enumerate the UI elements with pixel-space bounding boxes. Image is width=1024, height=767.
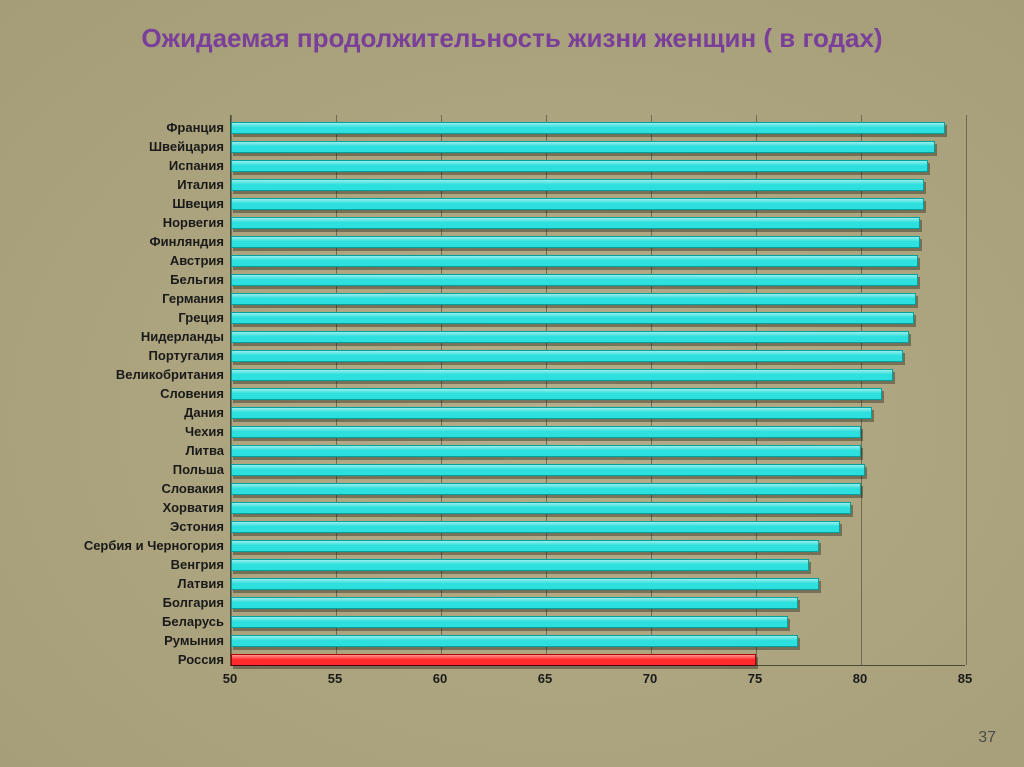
x-tick-label: 75 — [748, 671, 762, 686]
bar — [231, 502, 851, 514]
x-tick-label: 80 — [853, 671, 867, 686]
bar — [231, 597, 798, 609]
y-axis-label: Польша — [173, 462, 224, 477]
bar — [231, 350, 903, 362]
y-axis-label: Финляндия — [150, 234, 224, 249]
y-axis-label: Словакия — [161, 481, 224, 496]
y-axis-labels: Франция Швейцария Испания Италия Швеция Норве… — [60, 115, 230, 665]
x-tick-label: 55 — [328, 671, 342, 686]
bar — [231, 217, 920, 229]
bar — [231, 521, 840, 533]
y-axis-label: Дания — [184, 405, 224, 420]
y-axis-label: Беларусь — [162, 614, 224, 629]
bar — [231, 483, 861, 495]
bar — [231, 445, 861, 457]
y-axis-label: Бельгия — [170, 272, 224, 287]
bar — [231, 160, 928, 172]
x-axis-ticks: 5055606570758085 — [230, 667, 965, 695]
bar — [231, 236, 920, 248]
y-axis-label: Румыния — [164, 633, 224, 648]
y-axis-label: Германия — [162, 291, 224, 306]
x-tick-label: 60 — [433, 671, 447, 686]
bar — [231, 179, 924, 191]
bar — [231, 331, 909, 343]
y-axis-label: Норвегия — [163, 215, 224, 230]
bar-chart: Франция Швейцария Испания Италия Швеция Норве… — [60, 115, 965, 695]
bar — [231, 122, 945, 134]
bar — [231, 198, 924, 210]
y-axis-label: Литва — [185, 443, 224, 458]
y-axis-label: Россия — [178, 652, 224, 667]
bar — [231, 426, 861, 438]
bar — [231, 312, 914, 324]
bar — [231, 578, 819, 590]
slide-number: 37 — [978, 729, 996, 747]
x-tick-label: 70 — [643, 671, 657, 686]
x-tick-label: 65 — [538, 671, 552, 686]
bar — [231, 141, 935, 153]
y-axis-label: Нидерланды — [141, 329, 224, 344]
bar — [231, 255, 918, 267]
x-tick-label: 85 — [958, 671, 972, 686]
bar — [231, 559, 809, 571]
y-axis-label: Словения — [160, 386, 224, 401]
x-tick-label: 50 — [223, 671, 237, 686]
bar — [231, 635, 798, 647]
bar — [231, 407, 872, 419]
chart-title: Ожидаемая продолжительность жизни женщин… — [0, 22, 1024, 55]
y-axis-label: Эстония — [170, 519, 224, 534]
bar — [231, 274, 918, 286]
bar — [231, 616, 788, 628]
y-axis-label: Греция — [178, 310, 224, 325]
bar — [231, 540, 819, 552]
y-axis-label: Хорватия — [163, 500, 224, 515]
y-axis-label: Болгария — [163, 595, 224, 610]
y-axis-label: Швейцария — [149, 139, 224, 154]
x-axis-line — [230, 665, 965, 666]
bar — [231, 369, 893, 381]
y-axis-label: Австрия — [170, 253, 224, 268]
grid-line — [966, 115, 967, 665]
bar — [231, 388, 882, 400]
y-axis-label: Сербия и Черногория — [84, 538, 224, 553]
y-axis-label: Венгрия — [171, 557, 224, 572]
y-axis-label: Чехия — [185, 424, 224, 439]
bar — [231, 464, 865, 476]
plot-area — [230, 115, 966, 665]
y-axis-label: Франция — [166, 120, 224, 135]
y-axis-label: Швеция — [172, 196, 224, 211]
y-axis-label: Великобритания — [116, 367, 224, 382]
y-axis-label: Испания — [169, 158, 224, 173]
y-axis-label: Латвия — [177, 576, 224, 591]
y-axis-label: Португалия — [149, 348, 224, 363]
y-axis-label: Италия — [177, 177, 224, 192]
bar — [231, 293, 916, 305]
